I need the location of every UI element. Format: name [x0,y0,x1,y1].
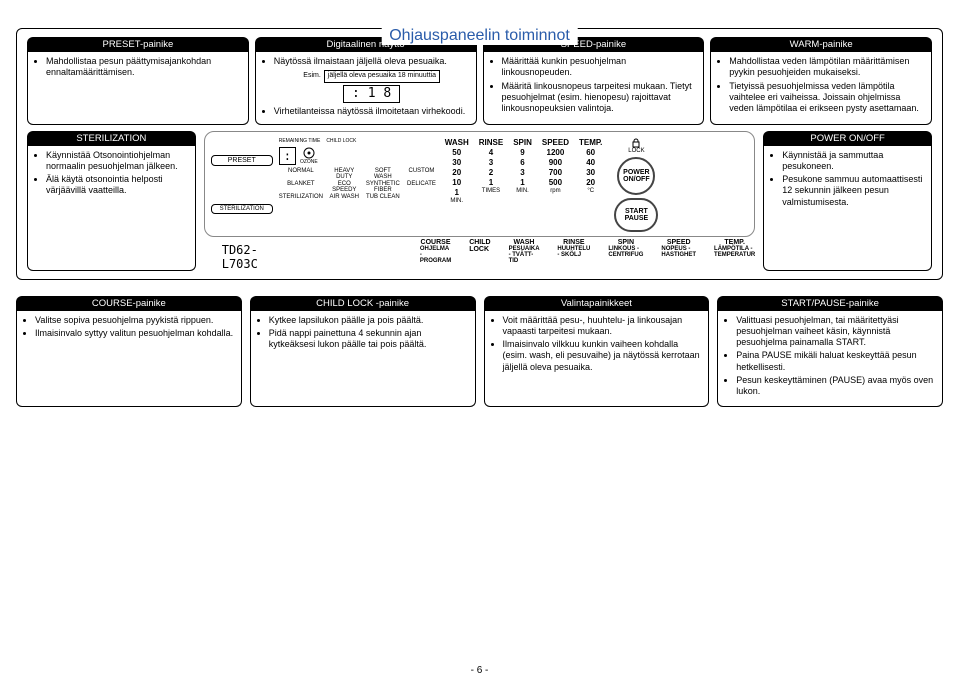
remaining-label: REMAINING TIME [279,138,321,144]
card-header: CHILD LOCK -painike [250,296,476,311]
page-title: Ohjauspaneelin toiminnot [381,27,578,45]
card-body: Voit määrittää pesu-, huuhtelu- ja linko… [484,311,710,407]
card-body: Kytkee lapsilukon päälle ja pois päältä.… [250,311,476,407]
lock-icon: LOCK [628,138,644,154]
card-header: WARM-painike [710,37,932,52]
legend-item: SPINLINKOUS - CENTRIFUG [608,239,643,264]
preset-button[interactable]: PRESET [211,155,273,166]
list-item: Tietyissä pesuohjelmissa veden lämpötila… [729,81,925,115]
list-item: Määritä linkousnopeus tarpeitesi mukaan.… [502,81,698,115]
legend-item: CHILD LOCK [469,239,490,264]
list-item: Paina PAUSE mikäli haluat keskeyttää pes… [736,350,936,373]
list-item: Ilmaisinvalo syttyy valitun pesuohjelman… [35,328,235,339]
list-item: Näytössä ilmaistaan jäljellä oleva pesua… [274,56,470,67]
list-item: Voit määrittää pesu-, huuhtelu- ja linko… [503,315,703,338]
card-bottom-0: COURSE-painike Valitse sopiva pesuohjelma… [16,296,242,407]
legend-item: WASHPESUAIKA - TVÄTT-TID [509,239,540,264]
list-item: Valitse sopiva pesuohjelma pyykistä ripp… [35,315,235,326]
legend-item: RINSEHUUHTELU - SKÖLJ [557,239,590,264]
mode-label: BLANKET [279,181,323,193]
list-item: Pesukone sammuu automaattisesti 12 sekun… [782,174,925,208]
power-button[interactable]: POWER ON/OFF [617,157,655,195]
card-top-3: WARM-painike Mahdollistaa veden lämpötila… [710,37,932,125]
card-top-1: Digitaalinen näyttöNäytössä ilmaistaan j… [255,37,477,125]
card-body: Mahdollistaa veden lämpötilan määrittämi… [710,52,932,125]
card-header: COURSE-painike [16,296,242,311]
card-header: POWER ON/OFF [763,131,932,146]
value-column: SPIN9631MIN. [513,138,532,232]
ozone-icon [303,147,315,159]
page-number: - 6 - [471,665,489,676]
card-body: Valittuasi pesuohjelman, tai määritettyä… [717,311,943,407]
list-item: Älä käytä otsonointia helposti värjäävil… [46,174,189,197]
mode-label: SOFT WASH [366,168,401,180]
segment-display: : [279,147,296,165]
mode-label: HEAVY DUTY [327,168,362,180]
card-top-2: SPEED-painikeMäärittää kunkin pesuohjelm… [483,37,705,125]
list-item: Määrittää kunkin pesuohjelman linkousnop… [502,56,698,79]
display-sample: Esim.jäljellä oleva pesuaika 18 minuutti… [274,70,470,103]
mode-label: STERILIZATION [279,194,323,200]
list-item: Pidä nappi painettuna 4 sekunnin ajan ky… [269,328,469,351]
card-body: Käynnistää ja sammuttaa pesukoneen.Pesuk… [763,146,932,271]
mode-label: DELICATE [404,181,439,193]
control-panel: PRESET STERILIZATION REMAINING TIME CHIL… [204,131,756,237]
card-body: Käynnistää Otsonointiohjelman normaalin … [27,146,196,271]
ozone-label: OZONE [300,159,318,165]
list-item: Mahdollistaa veden lämpötilan määrittämi… [729,56,925,79]
card-top-0: PRESET-painike Mahdollistaa pesun päättym… [27,37,249,125]
legend-item: COURSEOHJELMA - PROGRAM [420,239,451,264]
list-item: Valittuasi pesuohjelman, tai määritettyä… [736,315,936,349]
model-number: TD62-L703C [222,243,258,271]
legend-item: TEMP.LÄMPÖTILA - TEMPERATUR [714,239,755,264]
card-bottom-3: START/PAUSE-painike Valittuasi pesuohjelm… [717,296,943,407]
list-item: Mahdollistaa pesun päättymisajankohdan e… [46,56,242,79]
card-body: Määrittää kunkin pesuohjelman linkousnop… [483,52,705,125]
mode-label [404,194,439,200]
childlock-label: CHILD LOCK [326,138,356,144]
mode-label: TUB CLEAN [366,194,401,200]
card-body: Valitse sopiva pesuohjelma pyykistä ripp… [16,311,242,407]
start-pause-button[interactable]: START PAUSE [614,198,658,232]
mode-label: ECO SPEEDY [327,181,362,193]
value-column: RINSE4321TIMES [479,138,503,232]
mode-label: AIR WASH [327,194,362,200]
card-sterilization: STERILIZATION Käynnistää Otsonointiohjel… [27,131,196,271]
value-column: WASH503020101MIN. [445,138,469,232]
card-header: STERILIZATION [27,131,196,146]
list-item: Ilmaisinvalo vilkkuu kunkin vaiheen kohd… [503,339,703,373]
card-body: Mahdollistaa pesun päättymisajankohdan e… [27,52,249,125]
value-column: SPEED1200900700500rpm [542,138,569,232]
list-item: Käynnistää ja sammuttaa pesukoneen. [782,150,925,173]
card-header: Valintapainikkeet [484,296,710,311]
mode-label: SYNTHETIC FIBER [366,181,401,193]
list-item: Kytkee lapsilukon päälle ja pois päältä. [269,315,469,326]
legend-item: SPEEDNOPEUS - HASTIGHET [661,239,696,264]
card-header: PRESET-painike [27,37,249,52]
card-bottom-2: Valintapainikkeet Voit määrittää pesu-, h… [484,296,710,407]
sterilization-button[interactable]: STERILIZATION [211,204,273,214]
value-column: TEMP.60403020°C [579,138,602,232]
card-body: Näytössä ilmaistaan jäljellä oleva pesua… [255,52,477,125]
list-item: Pesun keskeyttäminen (PAUSE) avaa myös o… [736,375,936,398]
list-item: Käynnistää Otsonointiohjelman normaalin … [46,150,189,173]
mode-label: CUSTOM [404,168,439,180]
card-power: POWER ON/OFF Käynnistää ja sammuttaa pes… [763,131,932,271]
card-header: START/PAUSE-painike [717,296,943,311]
list-item: Virhetilanteissa näytössä ilmoitetaan vi… [274,106,470,117]
mode-label: NORMAL [279,168,323,180]
card-bottom-1: CHILD LOCK -painikeKytkee lapsilukon pää… [250,296,476,407]
